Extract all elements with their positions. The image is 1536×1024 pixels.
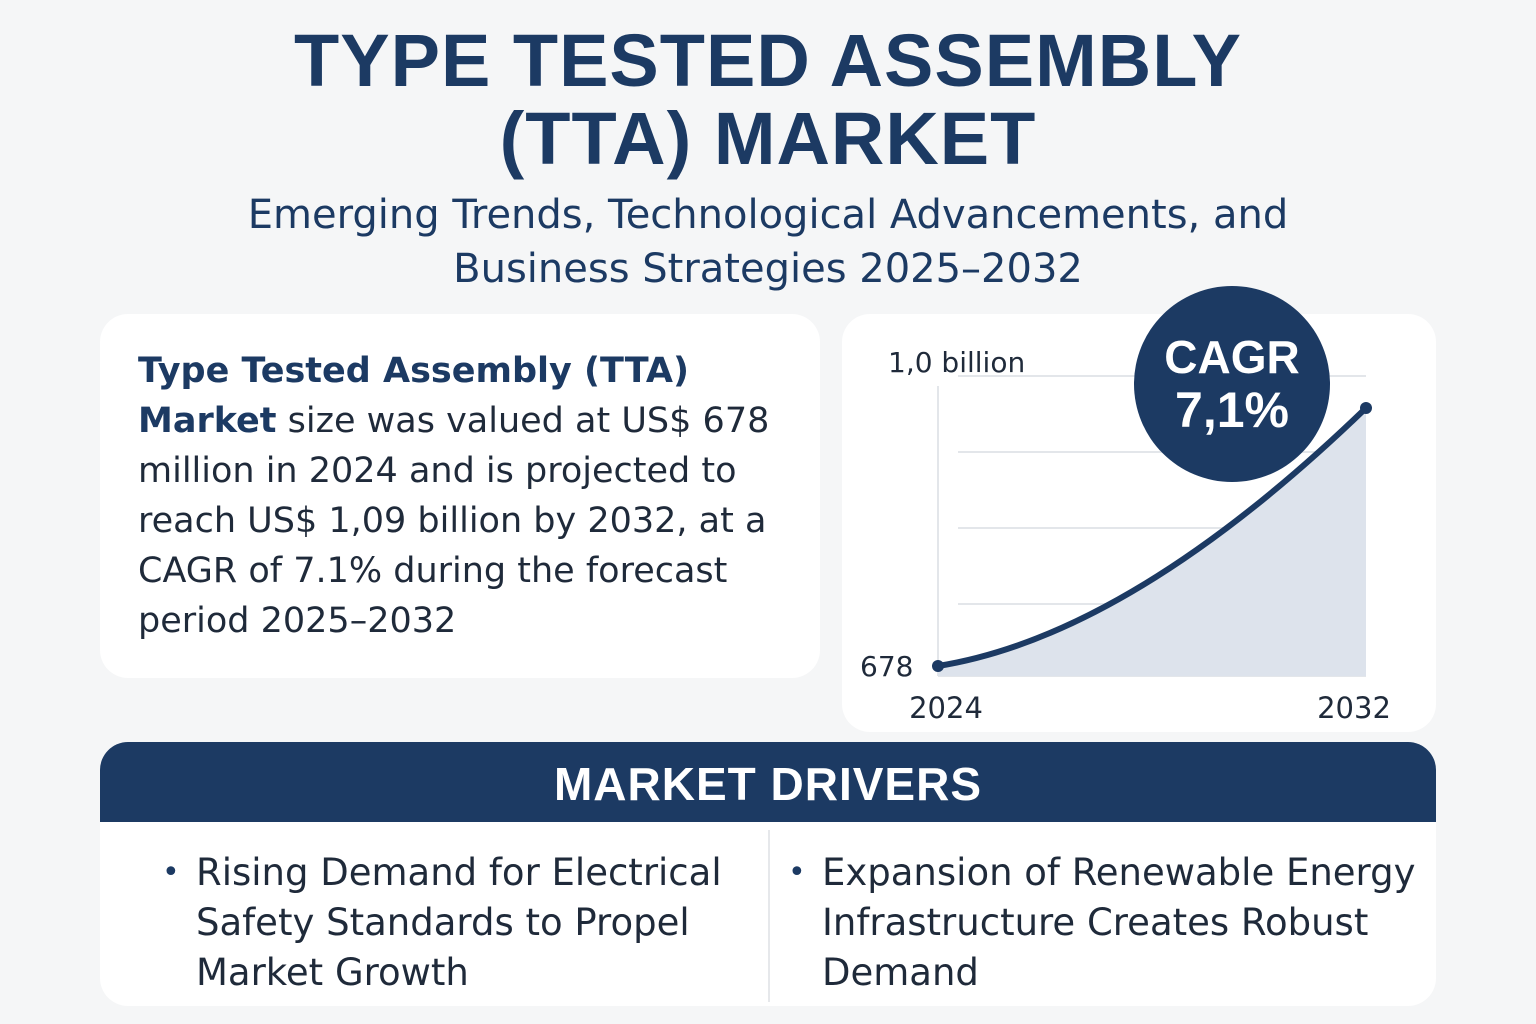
cagr-badge-value: 7,1% (1175, 382, 1289, 438)
bullet-icon: • (162, 855, 180, 890)
cagr-badge-label: CAGR (1164, 331, 1300, 383)
cagr-badge: CAGR 7,1% (1134, 286, 1330, 482)
drivers-divider (768, 830, 770, 1002)
title-line-1: TYPE TESTED ASSEMBLY (294, 19, 1242, 102)
chart-point (1360, 402, 1372, 414)
page-title: TYPE TESTED ASSEMBLY (TTA) MARKET (0, 22, 1536, 178)
summary-body: size was valued at US$ 678 million in 20… (138, 401, 770, 641)
summary-text: Type Tested Assembly (TTA) Market size w… (138, 346, 808, 646)
page-subtitle: Emerging Trends, Technological Advanceme… (0, 188, 1536, 296)
bullet-icon: • (788, 855, 806, 890)
chart-x-tick-label: 2024 (909, 691, 983, 725)
summary-card: Type Tested Assembly (TTA) Market size w… (100, 314, 820, 678)
chart-point (932, 660, 944, 672)
subtitle-line-1: Emerging Trends, Technological Advanceme… (247, 192, 1289, 238)
title-line-2: (TTA) MARKET (499, 97, 1037, 180)
subtitle-line-2: Business Strategies 2025–2032 (453, 246, 1083, 292)
chart-data-label: 678 (860, 650, 913, 683)
driver-text: Rising Demand for Electrical Safety Stan… (196, 851, 722, 994)
chart-area-fill (938, 408, 1366, 676)
driver-item: • Rising Demand for Electrical Safety St… (162, 848, 736, 998)
market-drivers-body: • Rising Demand for Electrical Safety St… (100, 822, 1436, 1006)
chart-card: 678 1,0 billion 2024 2032 (842, 314, 1436, 732)
chart-series-line (935, 405, 1369, 669)
chart-x-tick-label: 2032 (1317, 691, 1391, 725)
market-drivers-header: MARKET DRIVERS (100, 742, 1436, 822)
chart-data-label: 1,0 billion (888, 346, 1025, 379)
driver-text: Expansion of Renewable Energy Infrastruc… (822, 851, 1416, 994)
driver-item: • Expansion of Renewable Energy Infrastr… (788, 848, 1422, 998)
market-drivers-panel: MARKET DRIVERS • Rising Demand for Elect… (100, 742, 1436, 1006)
summary-lead: Type Tested Assembly (TTA) Market (138, 351, 689, 441)
